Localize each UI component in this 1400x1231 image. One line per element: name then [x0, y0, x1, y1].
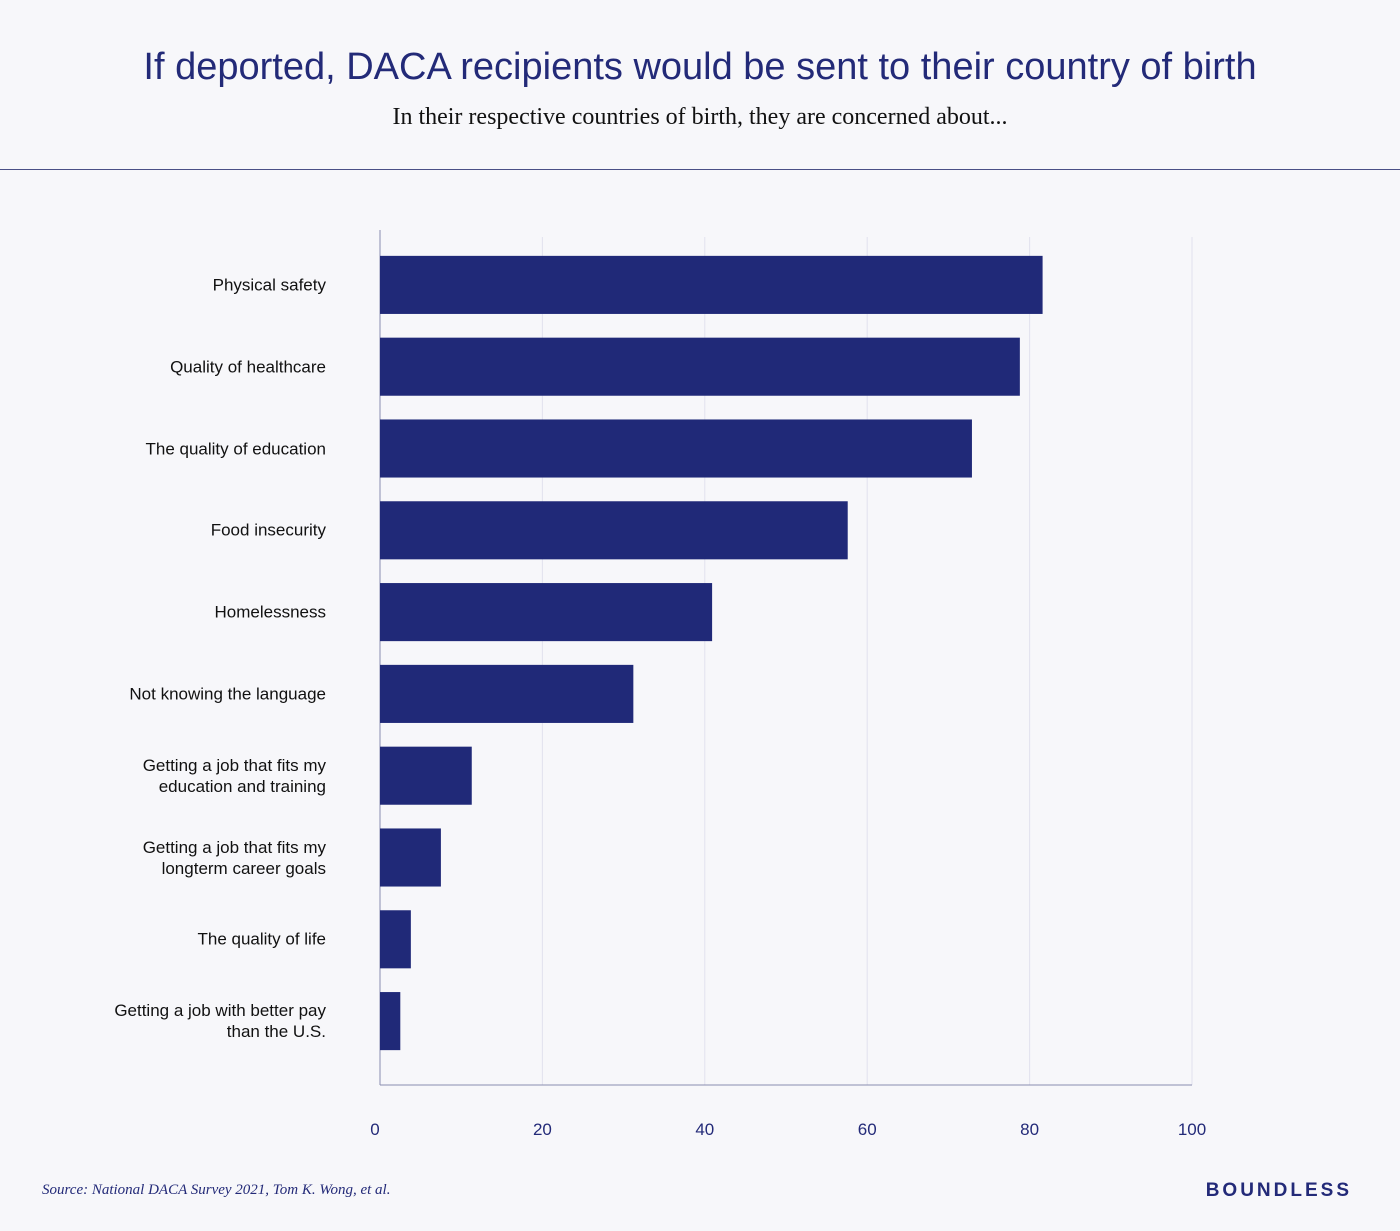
chart-subtitle: In their respective countries of birth, … — [392, 104, 1008, 130]
bar — [380, 337, 1020, 396]
y-tick-label: Not knowing the language — [129, 684, 326, 704]
header-rule — [0, 169, 1400, 170]
x-tick-label: 60 — [858, 1120, 877, 1139]
bar — [380, 828, 441, 887]
x-tick-label: 20 — [533, 1120, 552, 1139]
y-tick-label: Food insecurity — [210, 520, 326, 540]
bar — [380, 664, 634, 723]
bar — [380, 583, 713, 642]
bar — [380, 910, 411, 969]
y-tick-label: Getting a job with better pay than the U… — [114, 1001, 326, 1042]
y-tick-label: Getting a job that fits my longterm care… — [142, 837, 326, 878]
y-tick-label: Getting a job that fits my education and… — [142, 755, 326, 796]
y-tick-label: Quality of healthcare — [170, 357, 326, 377]
y-tick-label: Physical safety — [212, 275, 326, 295]
y-tick-label: The quality of life — [197, 929, 326, 949]
bar — [380, 746, 472, 805]
x-tick-label: 40 — [695, 1120, 714, 1139]
x-tick-label: 80 — [1020, 1120, 1039, 1139]
source: Source: National DACA Survey 2021, Tom K… — [42, 1182, 391, 1198]
bar — [380, 255, 1043, 314]
chart-title: If deported, DACA recipients would be se… — [143, 46, 1257, 88]
x-tick-label: 100 — [1178, 1120, 1206, 1139]
y-tick-label: Homelessness — [214, 602, 327, 622]
bar — [380, 501, 848, 560]
bar — [380, 992, 401, 1051]
bar — [380, 419, 972, 478]
y-tick-label: The quality of education — [145, 439, 326, 458]
brand: BOUNDLESS — [1205, 1180, 1352, 1201]
x-tick-label: 0 — [370, 1120, 379, 1139]
